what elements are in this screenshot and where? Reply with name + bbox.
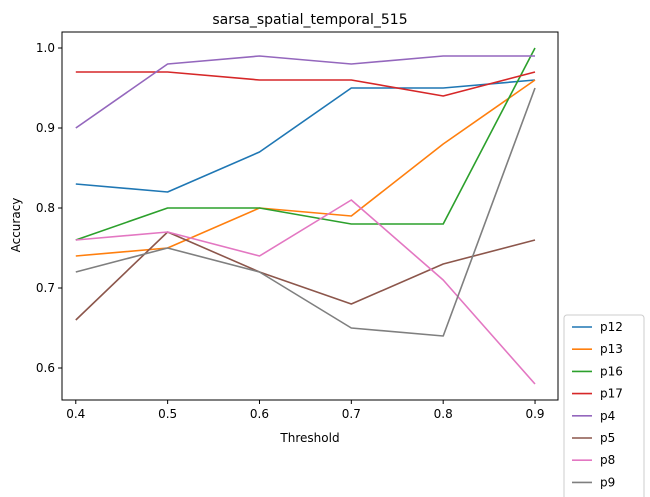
x-tick-label: 0.6: [250, 407, 269, 421]
series-lines: [75, 47, 536, 385]
plot-frame: [61, 31, 559, 401]
legend-box: [563, 314, 645, 497]
series-line-p12: [75, 79, 536, 193]
legend: p12 p13 p16 p17 p4 p5 p8 p9: [563, 314, 645, 497]
series-line-p9: [75, 87, 536, 337]
y-tick-label: 0.6: [36, 361, 55, 375]
legend-label-p8: p8: [600, 453, 615, 467]
legend-label-p12: p12: [600, 320, 623, 334]
x-tick-label: 0.7: [342, 407, 361, 421]
legend-label-p5: p5: [600, 431, 615, 445]
x-tick-label: 0.4: [66, 407, 85, 421]
y-tick-label: 0.9: [36, 121, 55, 135]
y-axis-ticks: 0.6 0.7 0.8 0.9 1.0: [36, 41, 62, 375]
chart-title: sarsa_spatial_temporal_515: [212, 12, 407, 28]
series-line-p5: [75, 231, 536, 321]
series-line-p4: [75, 55, 535, 129]
legend-label-p9: p9: [600, 475, 615, 489]
legend-label-p16: p16: [600, 364, 623, 378]
legend-label-p17: p17: [600, 387, 623, 401]
legend-label-p13: p13: [600, 342, 623, 356]
x-axis-ticks: 0.4 0.5 0.6 0.7 0.8 0.9: [66, 400, 545, 421]
y-tick-label: 0.8: [36, 201, 55, 215]
x-tick-label: 0.5: [158, 407, 177, 421]
x-tick-label: 0.8: [434, 407, 453, 421]
series-line-p17: [75, 71, 536, 97]
y-axis-label: Accuracy: [9, 198, 23, 253]
y-tick-label: 1.0: [36, 41, 55, 55]
series-line-p13: [75, 79, 536, 257]
series-line-p16: [75, 47, 536, 241]
y-tick-label: 0.7: [36, 281, 55, 295]
legend-label-p4: p4: [600, 409, 615, 423]
series-line-p8: [75, 199, 536, 385]
x-tick-label: 0.9: [525, 407, 544, 421]
x-axis-label: Threshold: [279, 431, 339, 445]
